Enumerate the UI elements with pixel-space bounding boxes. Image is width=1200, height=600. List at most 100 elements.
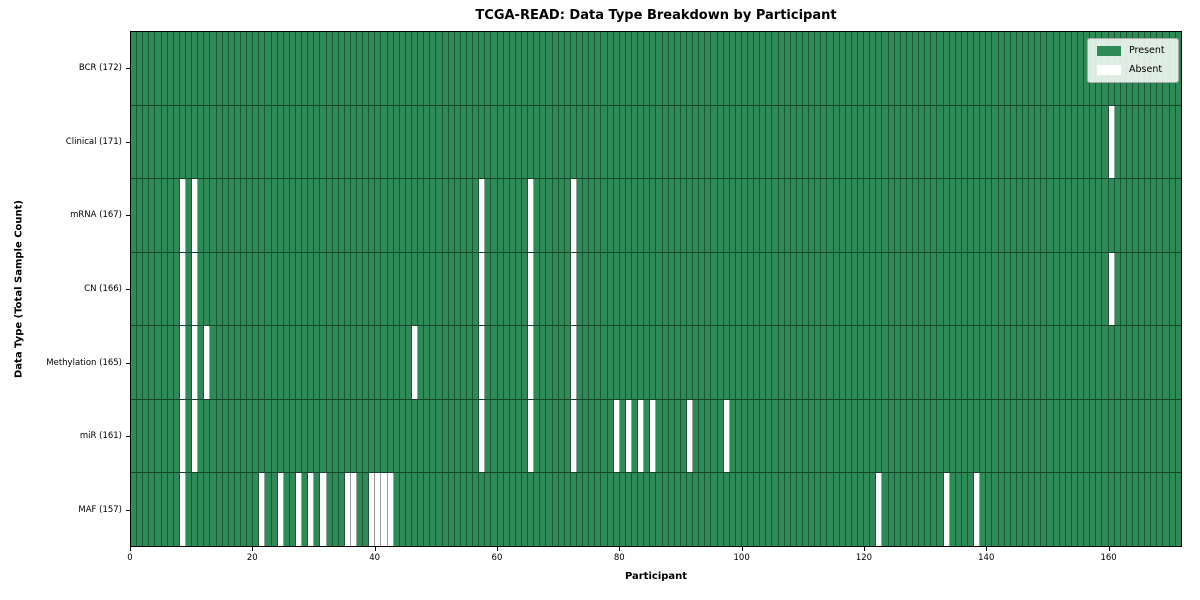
heatmap-cell bbox=[815, 473, 822, 547]
heatmap-cell bbox=[858, 32, 865, 105]
heatmap-cell bbox=[949, 252, 956, 326]
heatmap-cell bbox=[131, 252, 138, 326]
heatmap-cell bbox=[741, 326, 749, 399]
heatmap-cell bbox=[1157, 105, 1164, 179]
heatmap-cell bbox=[247, 32, 254, 105]
heatmap-cell bbox=[607, 179, 614, 252]
heatmap-cell bbox=[198, 32, 205, 105]
heatmap-cell bbox=[1010, 32, 1017, 105]
heatmap-cell bbox=[198, 179, 205, 252]
heatmap-cell bbox=[216, 473, 223, 547]
heatmap-cell bbox=[552, 179, 559, 252]
heatmap-cell bbox=[961, 179, 968, 252]
heatmap-cell bbox=[479, 399, 486, 473]
heatmap-cell bbox=[876, 32, 883, 105]
heatmap-cell bbox=[1126, 326, 1133, 399]
heatmap-cell bbox=[931, 32, 938, 105]
legend-entry-absent: Absent bbox=[1097, 65, 1170, 75]
heatmap-cell bbox=[851, 399, 859, 473]
heatmap-cell bbox=[705, 32, 712, 105]
heatmap-cell bbox=[980, 32, 987, 105]
heatmap-cell bbox=[509, 399, 516, 473]
heatmap-cell bbox=[326, 326, 333, 399]
heatmap-cell bbox=[888, 473, 895, 547]
heatmap-cell bbox=[1114, 399, 1121, 473]
heatmap-cell bbox=[589, 473, 596, 547]
heatmap-cell bbox=[522, 179, 529, 252]
heatmap-cell bbox=[173, 326, 180, 399]
heatmap-cell bbox=[131, 32, 138, 105]
heatmap-cell bbox=[143, 179, 150, 252]
heatmap-cell bbox=[772, 32, 779, 105]
heatmap-cell bbox=[387, 399, 394, 473]
heatmap-cell bbox=[143, 32, 150, 105]
x-tick-label: 80 bbox=[613, 553, 625, 563]
heatmap-cell bbox=[644, 179, 651, 252]
heatmap-cell bbox=[913, 399, 920, 473]
heatmap-cell bbox=[564, 473, 571, 547]
heatmap-cell bbox=[1059, 473, 1066, 547]
heatmap-cell bbox=[760, 252, 767, 326]
heatmap-cell bbox=[430, 179, 437, 252]
heatmap-cell bbox=[155, 326, 162, 399]
heatmap-cell bbox=[509, 326, 516, 399]
heatmap-cell bbox=[564, 399, 571, 473]
heatmap-cell bbox=[320, 179, 327, 252]
heatmap-cell bbox=[619, 326, 626, 399]
heatmap-cell bbox=[1053, 326, 1060, 399]
heatmap-cell bbox=[467, 252, 474, 326]
heatmap-cell bbox=[558, 179, 565, 252]
heatmap-cell bbox=[974, 32, 981, 105]
heatmap-cell bbox=[314, 32, 321, 105]
heatmap-cell bbox=[253, 105, 260, 179]
heatmap-cell bbox=[723, 32, 730, 105]
heatmap-cell bbox=[845, 105, 852, 179]
heatmap-cell bbox=[595, 399, 602, 473]
heatmap-cell bbox=[399, 105, 406, 179]
heatmap-cell bbox=[1102, 399, 1109, 473]
heatmap-cell bbox=[845, 399, 852, 473]
heatmap-cell bbox=[858, 473, 865, 547]
heatmap-cell bbox=[1102, 473, 1109, 547]
heatmap-cell bbox=[644, 326, 651, 399]
heatmap-cell bbox=[405, 399, 413, 473]
heatmap-cell bbox=[387, 252, 394, 326]
heatmap-cell bbox=[827, 105, 834, 179]
heatmap-cell bbox=[155, 105, 162, 179]
heatmap-cell bbox=[790, 473, 797, 547]
heatmap-cell bbox=[552, 105, 559, 179]
legend-entry-present: Present bbox=[1097, 46, 1170, 56]
heatmap-cell bbox=[821, 326, 828, 399]
heatmap-cell bbox=[430, 32, 437, 105]
heatmap-cell bbox=[137, 473, 144, 547]
heatmap-cell bbox=[167, 32, 174, 105]
heatmap-row-CN bbox=[131, 252, 1181, 327]
heatmap-cell bbox=[412, 32, 419, 105]
heatmap-cell bbox=[204, 179, 211, 252]
heatmap-cell bbox=[515, 326, 522, 399]
heatmap-cell bbox=[1090, 179, 1097, 252]
heatmap-cell bbox=[1139, 473, 1146, 547]
heatmap-cell bbox=[265, 399, 272, 473]
heatmap-cell bbox=[332, 326, 339, 399]
heatmap-cell bbox=[454, 105, 461, 179]
heatmap-cell bbox=[760, 32, 767, 105]
heatmap-cell bbox=[405, 252, 413, 326]
heatmap-cell bbox=[686, 252, 694, 326]
heatmap-cell bbox=[412, 399, 419, 473]
heatmap-cell bbox=[583, 179, 590, 252]
heatmap-cell bbox=[699, 399, 706, 473]
heatmap-cell bbox=[192, 32, 199, 105]
heatmap-cell bbox=[467, 326, 474, 399]
heatmap-cell bbox=[955, 105, 962, 179]
heatmap-cell bbox=[839, 252, 846, 326]
heatmap-cell bbox=[650, 473, 657, 547]
heatmap-cell bbox=[350, 32, 358, 105]
heatmap-cell bbox=[650, 399, 657, 473]
heatmap-cell bbox=[485, 105, 492, 179]
heatmap-cell bbox=[937, 326, 944, 399]
heatmap-cell bbox=[1163, 473, 1170, 547]
heatmap-cell bbox=[1102, 179, 1109, 252]
heatmap-cell bbox=[809, 326, 816, 399]
heatmap-cell bbox=[1077, 32, 1085, 105]
